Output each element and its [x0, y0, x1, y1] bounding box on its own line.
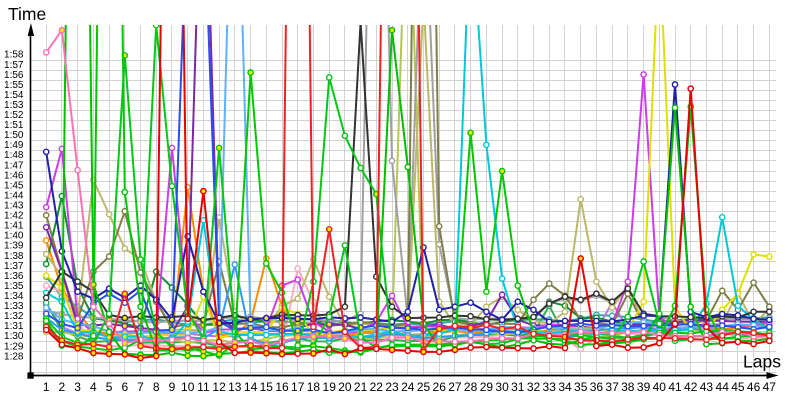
svg-text:47: 47 [763, 380, 777, 394]
svg-text:26: 26 [433, 380, 447, 394]
svg-text:34: 34 [558, 380, 572, 394]
svg-text:39: 39 [637, 380, 651, 394]
svg-text:15: 15 [260, 380, 274, 394]
svg-text:Time: Time [8, 4, 46, 24]
svg-text:1:29: 1:29 [4, 341, 24, 352]
svg-text:1:50: 1:50 [4, 130, 24, 141]
svg-text:12: 12 [212, 380, 226, 394]
svg-text:23: 23 [385, 380, 399, 394]
svg-text:27: 27 [448, 380, 462, 394]
svg-text:1:28: 1:28 [4, 351, 24, 362]
svg-text:1:53: 1:53 [4, 100, 24, 111]
svg-text:1:42: 1:42 [4, 211, 24, 222]
svg-text:20: 20 [338, 380, 352, 394]
svg-text:8: 8 [153, 380, 160, 394]
svg-text:1:40: 1:40 [4, 231, 24, 242]
svg-text:33: 33 [543, 380, 557, 394]
svg-text:41: 41 [668, 380, 682, 394]
svg-text:1:57: 1:57 [4, 60, 24, 71]
svg-text:16: 16 [275, 380, 289, 394]
svg-text:1:49: 1:49 [4, 140, 24, 151]
svg-text:14: 14 [244, 380, 258, 394]
svg-text:1:46: 1:46 [4, 170, 24, 181]
svg-text:35: 35 [574, 380, 588, 394]
svg-text:1:39: 1:39 [4, 241, 24, 252]
svg-text:32: 32 [527, 380, 541, 394]
svg-text:18: 18 [307, 380, 321, 394]
svg-text:38: 38 [621, 380, 635, 394]
svg-text:1:48: 1:48 [4, 150, 24, 161]
svg-text:6: 6 [121, 380, 128, 394]
svg-text:28: 28 [464, 380, 478, 394]
svg-text:2: 2 [59, 380, 66, 394]
svg-text:13: 13 [228, 380, 242, 394]
svg-text:1:35: 1:35 [4, 281, 24, 292]
svg-text:31: 31 [511, 380, 525, 394]
svg-text:43: 43 [700, 380, 714, 394]
svg-text:7: 7 [137, 380, 144, 394]
svg-text:45: 45 [731, 380, 745, 394]
svg-text:1:37: 1:37 [4, 261, 24, 272]
svg-text:1:32: 1:32 [4, 311, 24, 322]
svg-text:1:38: 1:38 [4, 251, 24, 262]
svg-text:11: 11 [197, 380, 210, 394]
svg-text:17: 17 [291, 380, 305, 394]
svg-text:30: 30 [495, 380, 509, 394]
svg-text:1:51: 1:51 [4, 120, 24, 131]
svg-text:1:41: 1:41 [4, 221, 24, 232]
svg-text:1:36: 1:36 [4, 271, 24, 282]
svg-text:9: 9 [169, 380, 176, 394]
svg-text:1:58: 1:58 [4, 50, 24, 61]
svg-text:36: 36 [590, 380, 604, 394]
svg-text:40: 40 [653, 380, 667, 394]
svg-text:19: 19 [323, 380, 337, 394]
svg-text:Laps: Laps [743, 352, 781, 372]
svg-text:25: 25 [417, 380, 431, 394]
svg-text:1:56: 1:56 [4, 70, 24, 81]
svg-text:1:54: 1:54 [4, 90, 24, 101]
svg-text:46: 46 [747, 380, 761, 394]
svg-text:21: 21 [354, 380, 368, 394]
svg-text:1:43: 1:43 [4, 201, 24, 212]
svg-text:1:55: 1:55 [4, 80, 24, 91]
svg-text:1:34: 1:34 [4, 291, 24, 302]
svg-text:29: 29 [480, 380, 494, 394]
svg-text:1:52: 1:52 [4, 110, 24, 121]
svg-text:1:45: 1:45 [4, 180, 24, 191]
svg-text:1:31: 1:31 [4, 321, 24, 332]
svg-text:24: 24 [401, 380, 415, 394]
svg-text:4: 4 [90, 380, 97, 394]
svg-text:42: 42 [684, 380, 698, 394]
svg-text:22: 22 [370, 380, 384, 394]
svg-text:3: 3 [74, 380, 81, 394]
svg-text:1:33: 1:33 [4, 301, 24, 312]
svg-text:10: 10 [181, 380, 195, 394]
svg-text:44: 44 [716, 380, 730, 394]
svg-text:1:30: 1:30 [4, 331, 24, 342]
svg-text:37: 37 [605, 380, 619, 394]
svg-text:1: 1 [43, 380, 50, 394]
svg-text:1:44: 1:44 [4, 191, 24, 202]
svg-text:5: 5 [106, 380, 113, 394]
svg-text:1:47: 1:47 [4, 160, 24, 171]
